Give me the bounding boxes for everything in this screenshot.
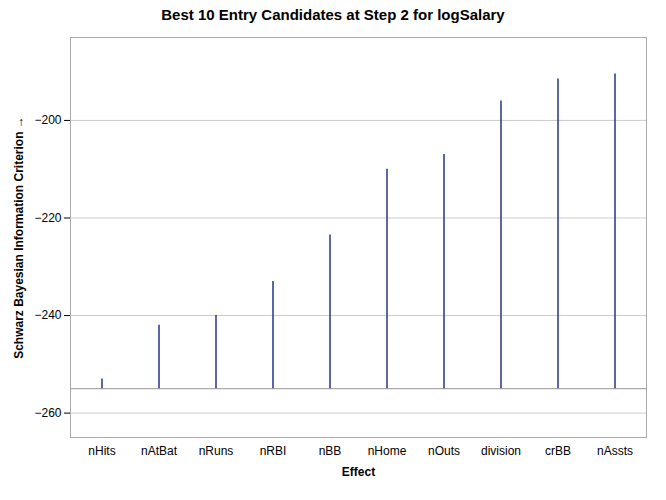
svg-text:−200: −200 — [34, 113, 61, 127]
svg-text:nRBI: nRBI — [260, 444, 287, 458]
svg-text:nHits: nHits — [88, 444, 115, 458]
html-text:Best 10 Entry Candidates at St: Best 10 Entry Candidates at Step 2 for l… — [161, 6, 505, 23]
svg-text:crBB: crBB — [545, 444, 571, 458]
svg-text:nOuts: nOuts — [428, 444, 460, 458]
svg-text:Schwarz Bayesian Information C: Schwarz Bayesian Information Criterion → — [12, 116, 26, 359]
svg-text:division: division — [481, 444, 521, 458]
svg-text:nHome: nHome — [368, 444, 407, 458]
svg-text:nAssts: nAssts — [597, 444, 633, 458]
svg-text:−260: −260 — [34, 406, 61, 420]
svg-text:nBB: nBB — [319, 444, 342, 458]
svg-text:nAtBat: nAtBat — [141, 444, 178, 458]
svg-text:−240: −240 — [34, 308, 61, 322]
svg-text:−220: −220 — [34, 211, 61, 225]
svg-text:nRuns: nRuns — [199, 444, 234, 458]
svg-text:Effect: Effect — [342, 465, 375, 479]
